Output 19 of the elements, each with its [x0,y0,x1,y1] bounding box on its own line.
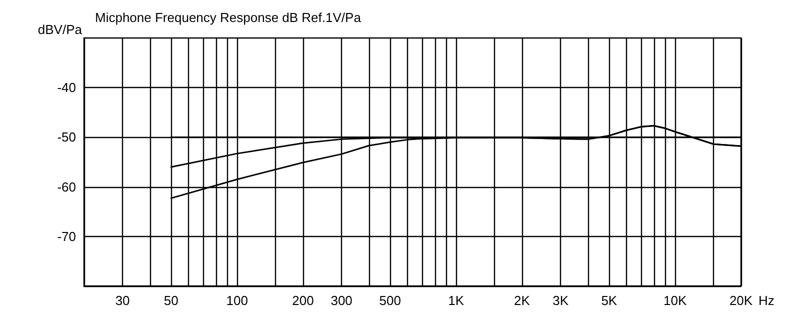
chart-title: Micphone Frequency Response dB Ref.1V/Pa [95,10,362,25]
x-axis-title: Hz [758,293,774,308]
x-tick-label: 300 [330,293,352,308]
x-tick-label: 5K [601,293,618,308]
y-tick-label: -40 [57,80,76,96]
y-tick-label: -50 [57,130,76,145]
x-tick-label: 100 [226,293,248,308]
x-tick-label: 1K [448,293,464,308]
x-tick-label: 3K [552,293,569,308]
y-axis-title: dBV/Pa [38,22,83,37]
x-tick-label: 500 [379,293,401,308]
y-tick-label: -70 [57,228,76,244]
y-tick-label: -60 [57,179,76,194]
x-tick-label: 2K [514,293,530,308]
x-tick-label: 30 [115,293,130,308]
x-tick-label: 10K [664,293,687,308]
x-tick-label: 20K [729,293,753,308]
x-tick-label: 50 [164,293,178,308]
x-tick-label: 200 [292,293,314,308]
